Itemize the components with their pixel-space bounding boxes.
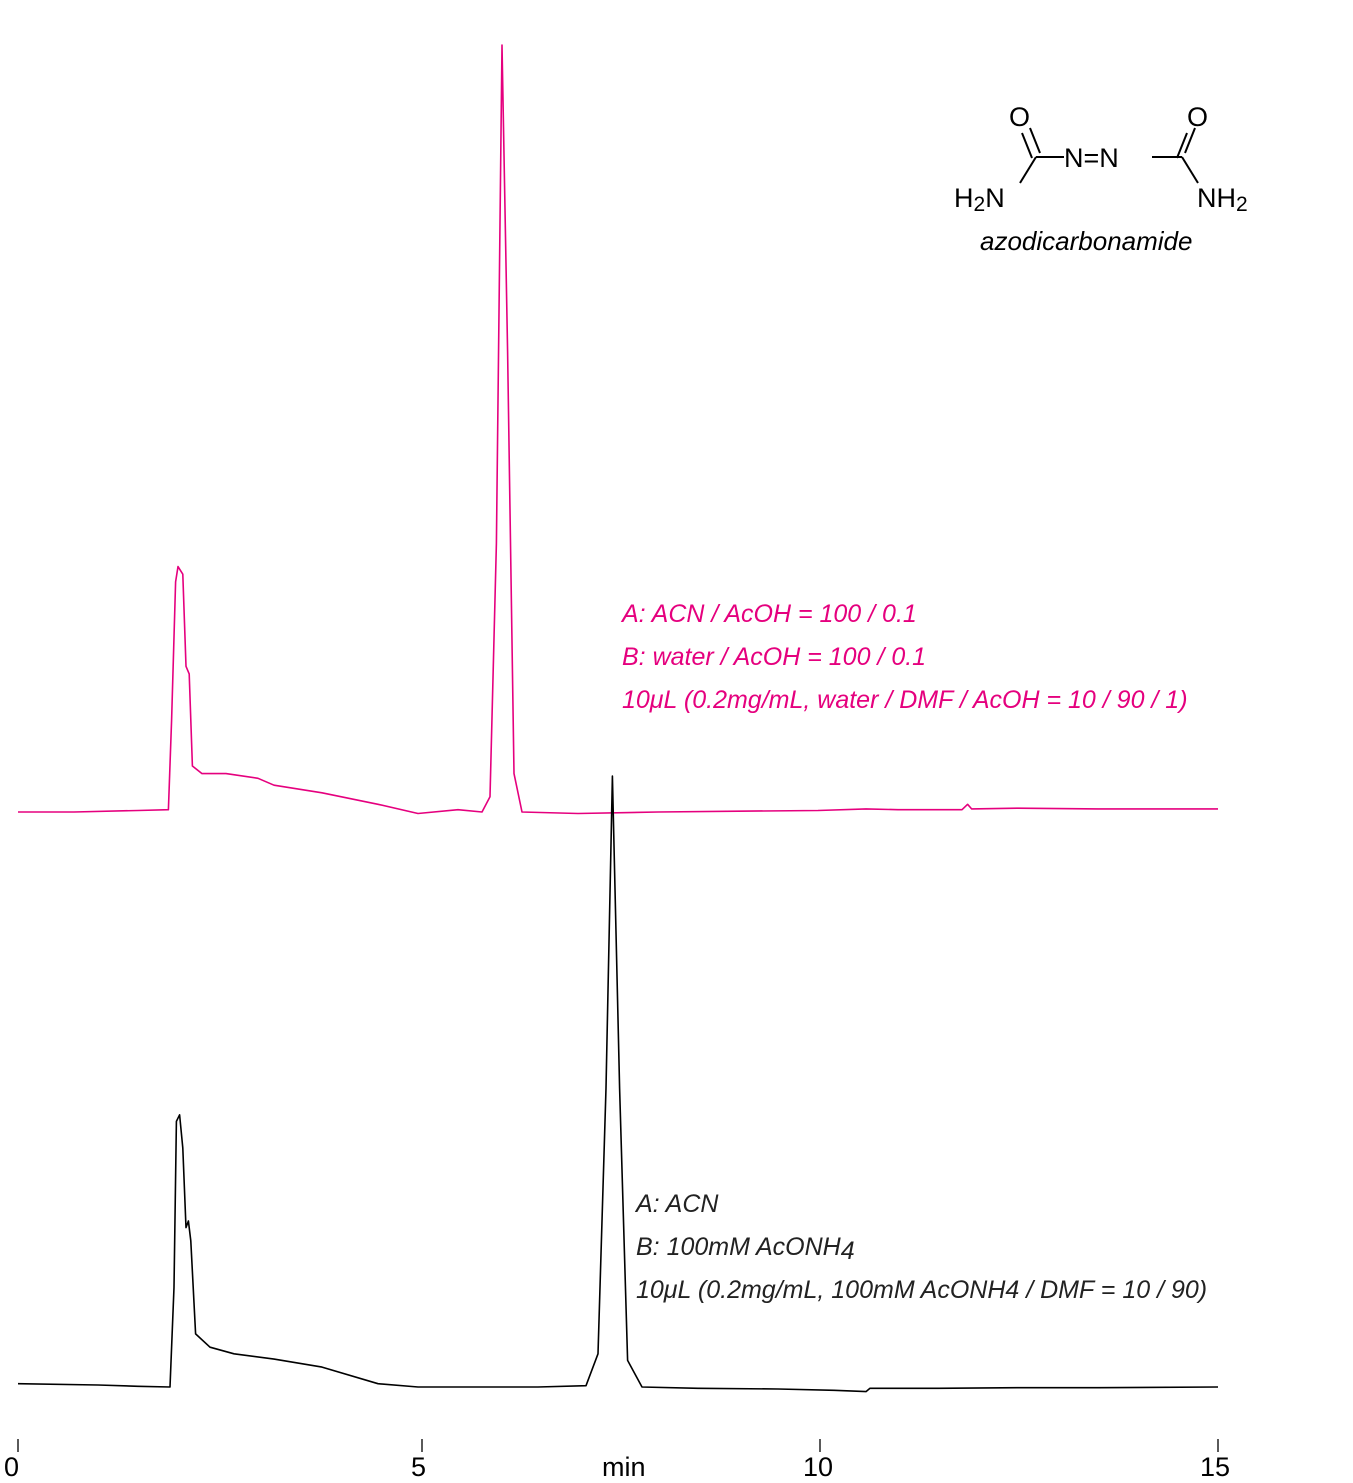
amine-right: NH2: [1197, 183, 1248, 216]
bond-c-n-left-amide: [1019, 156, 1037, 184]
x-tick-label-15: 15: [1200, 1452, 1230, 1482]
conditions-acidic: A: ACN / AcOH = 100 / 0.1 B: water / AcO…: [620, 600, 1188, 714]
condition-line-injection-rest: 4 / DMF = 10 / 90): [1005, 1276, 1207, 1304]
x-tick-label-5: 5: [411, 1452, 426, 1482]
azo-group: N=N: [1064, 143, 1119, 173]
x-axis: 0 5 min 10 15: [4, 1439, 1230, 1482]
condition-line-b: B: 100mM AcONH4: [636, 1233, 855, 1265]
condition-line-a: A: ACN / AcOH = 100 / 0.1: [620, 600, 917, 628]
amine-left-n: N: [985, 183, 1005, 213]
atom-o-right: O: [1187, 102, 1208, 132]
trace-ammonium: [17, 775, 1219, 1393]
x-axis-label: min: [602, 1452, 646, 1482]
bond-c-n-right-amide: [1181, 156, 1199, 184]
amine-right-nh: NH: [1197, 183, 1236, 213]
condition-line-injection-main: 10μL (0.2mg/mL, 100mM AcONH: [636, 1276, 1006, 1304]
condition-line-a: A: ACN: [634, 1190, 719, 1218]
atom-o-left: O: [1009, 102, 1030, 132]
structure-atoms: O O N=N H2N NH2 azodicarbonamide: [954, 102, 1248, 256]
amine-left-h: H: [954, 183, 974, 213]
amine-left: H2N: [954, 183, 1005, 216]
bond-c-o-left-2: [1029, 127, 1041, 154]
chromatogram-traces: [17, 44, 1219, 1393]
amine-right-subscript: 2: [1236, 193, 1248, 216]
x-tick-label-0: 0: [4, 1452, 19, 1482]
x-tick-label-10: 10: [803, 1452, 833, 1482]
condition-line-b-sub: 4: [841, 1237, 855, 1265]
condition-line-injection: 10μL (0.2mg/mL, water / DMF / AcOH = 10 …: [622, 686, 1188, 714]
bond-c-o-left-1: [1021, 132, 1033, 159]
bond-c-o-right-2: [1184, 127, 1196, 154]
amine-left-subscript: 2: [974, 193, 986, 216]
bond-c-o-right-1: [1176, 132, 1188, 159]
condition-line-b-main: B: 100mM AcONH: [636, 1233, 842, 1261]
condition-line-injection: 10μL (0.2mg/mL, 100mM AcONH4 / DMF = 10 …: [636, 1276, 1207, 1304]
chemical-structure: [1019, 127, 1199, 184]
compound-name: azodicarbonamide: [980, 226, 1192, 256]
condition-line-b: B: water / AcOH = 100 / 0.1: [622, 643, 926, 671]
trace-acidic: [18, 44, 1218, 815]
conditions-ammonium: A: ACN B: 100mM AcONH4 10μL (0.2mg/mL, 1…: [634, 1190, 1207, 1304]
